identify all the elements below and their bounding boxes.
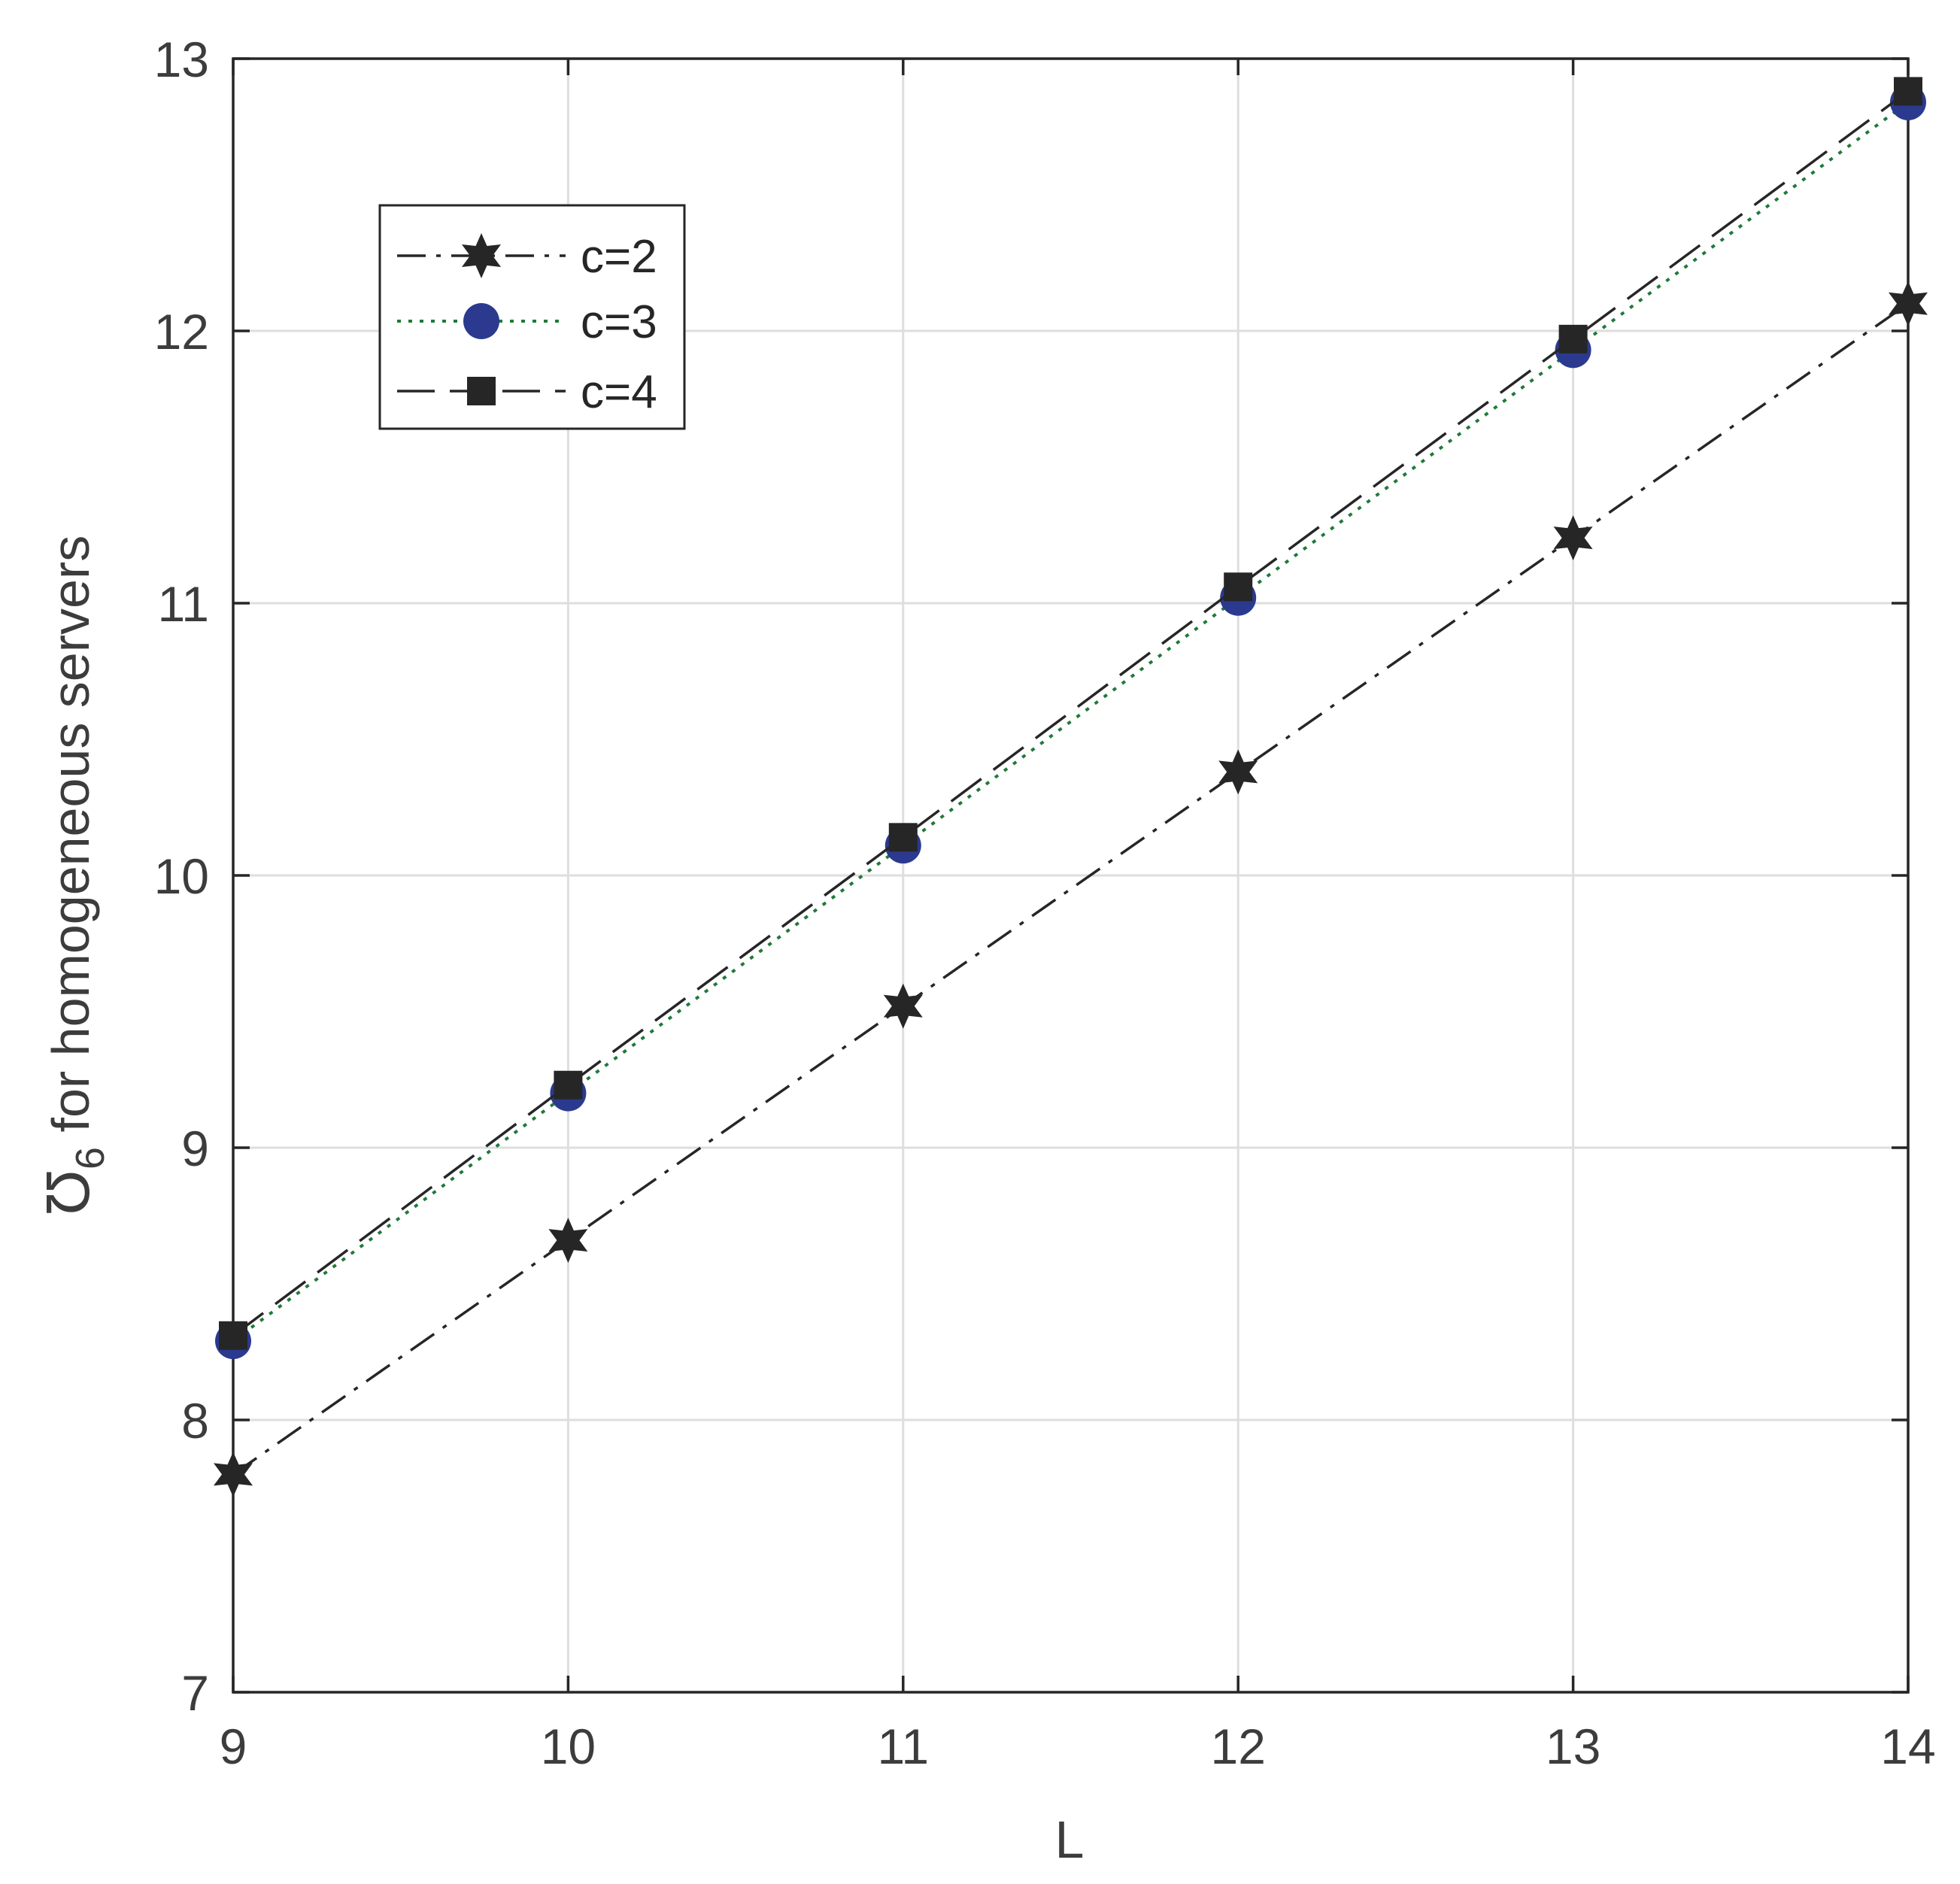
x-tick-label: 12 bbox=[1210, 1719, 1265, 1774]
x-tick-label: 10 bbox=[541, 1719, 596, 1774]
data-point-marker bbox=[1218, 749, 1258, 795]
data-point-marker bbox=[1553, 515, 1593, 561]
y-axis-symbol: Ʊ bbox=[34, 1170, 102, 1215]
data-point-marker bbox=[548, 1218, 588, 1264]
data-point-marker bbox=[1889, 281, 1928, 326]
legend-item: c=2 bbox=[397, 231, 657, 283]
x-tick-label: 11 bbox=[878, 1719, 930, 1774]
legend-marker bbox=[462, 233, 501, 278]
legend-label: c=2 bbox=[581, 231, 657, 283]
series-c=2 bbox=[214, 281, 1928, 1497]
y-tick-label: 7 bbox=[181, 1665, 209, 1721]
x-tick-label: 14 bbox=[1880, 1719, 1935, 1774]
legend: c=2 c=3 c=4 bbox=[378, 204, 686, 430]
data-point-marker bbox=[554, 1070, 583, 1100]
series-c=4 bbox=[219, 77, 1922, 1350]
legend-marker bbox=[467, 377, 496, 405]
x-tick-label: 9 bbox=[220, 1719, 247, 1774]
y-axis-label: Ʊ6 for homogeneous servers bbox=[34, 535, 113, 1216]
legend-marker bbox=[463, 303, 499, 339]
series-line bbox=[232, 89, 1910, 1337]
x-tick-labels: 9 10 11 12 13 14 bbox=[220, 1719, 1936, 1774]
y-tick-label: 11 bbox=[157, 576, 209, 632]
y-axis-text: for homogeneous servers bbox=[41, 535, 100, 1147]
data-point-marker bbox=[1224, 572, 1253, 602]
series-group bbox=[214, 77, 1928, 1497]
legend-item: c=4 bbox=[397, 366, 657, 418]
legend-item: c=3 bbox=[397, 296, 657, 348]
legend-label: c=4 bbox=[581, 366, 657, 418]
data-point-marker bbox=[883, 983, 923, 1029]
data-point-marker bbox=[1558, 324, 1588, 353]
y-tick-label: 12 bbox=[154, 304, 209, 360]
x-tick-label: 13 bbox=[1546, 1719, 1600, 1774]
y-tick-label: 9 bbox=[181, 1121, 209, 1176]
y-tick-label: 13 bbox=[154, 32, 209, 87]
data-point-marker bbox=[888, 823, 918, 852]
data-point-marker bbox=[1894, 77, 1922, 106]
data-point-marker bbox=[214, 1452, 253, 1497]
y-tick-labels: 7 8 9 10 11 12 13 bbox=[154, 32, 209, 1721]
legend-label: c=3 bbox=[581, 296, 657, 348]
y-tick-label: 10 bbox=[154, 848, 209, 904]
x-axis-label: L bbox=[1055, 1810, 1085, 1869]
y-axis-subscript: 6 bbox=[68, 1147, 113, 1170]
series-line bbox=[232, 101, 1910, 1342]
axis-ticks bbox=[232, 57, 1910, 1694]
data-point-marker bbox=[219, 1321, 247, 1350]
series-line bbox=[232, 302, 1910, 1476]
y-tick-label: 8 bbox=[181, 1393, 209, 1449]
